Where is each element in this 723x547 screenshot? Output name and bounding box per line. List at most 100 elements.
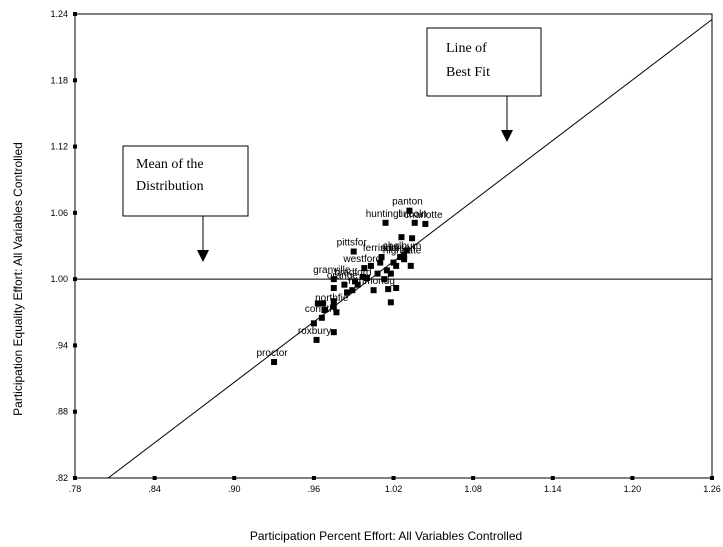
- data-point: [393, 262, 400, 269]
- x-tick-label: 1.08: [464, 484, 482, 494]
- y-tick-label: .88: [55, 407, 68, 417]
- callout-mean-box: [122, 145, 249, 217]
- point-label: shelburn: [383, 241, 421, 252]
- data-point: [313, 336, 320, 343]
- data-point: [330, 329, 337, 336]
- x-tick-mark: [550, 476, 555, 480]
- x-tick-mark: [630, 476, 635, 480]
- x-tick-label: 1.02: [385, 484, 403, 494]
- data-point: [341, 281, 348, 288]
- y-axis-ticks: 1.24 1.18 1.12 1.06 1.00 .94 .88 .82: [50, 9, 77, 483]
- callout-mean-arrowhead: [197, 250, 209, 262]
- x-tick-mark: [232, 476, 237, 480]
- point-label: highgate: [383, 245, 422, 256]
- callout-fit: Line of Best Fit: [426, 27, 542, 142]
- data-point: [271, 359, 278, 365]
- point-label: pittsfor: [337, 238, 368, 249]
- point-label: proctor: [257, 348, 289, 359]
- data-point: [354, 281, 361, 288]
- callout-fit-line2: Best Fit: [446, 65, 490, 80]
- data-point: [393, 284, 400, 291]
- data-point: [330, 303, 337, 310]
- y-tick-label: 1.06: [50, 208, 68, 218]
- x-tick-mark: [152, 476, 157, 480]
- x-tick-mark: [471, 476, 476, 480]
- data-point: [350, 248, 357, 255]
- data-point: [361, 265, 368, 272]
- callout-fit-box: [426, 27, 542, 97]
- data-point: [344, 289, 351, 296]
- data-point: [403, 247, 410, 254]
- data-point: [330, 276, 337, 283]
- y-tick-mark: [73, 78, 77, 83]
- data-point: [401, 256, 408, 263]
- x-axis-title: Participation Percent Effort: All Variab…: [250, 529, 522, 543]
- data-point: [385, 286, 392, 293]
- data-point: [409, 235, 416, 242]
- callout-fit-line1: Line of: [446, 41, 487, 56]
- data-point: [378, 254, 385, 261]
- data-point: [381, 276, 388, 283]
- best-fit-line: [107, 19, 713, 479]
- data-point: [321, 307, 328, 314]
- y-tick-label: 1.00: [50, 274, 68, 284]
- data-point: [318, 314, 325, 321]
- data-point: [406, 207, 413, 214]
- y-tick-mark: [73, 210, 77, 215]
- data-point: [352, 278, 359, 285]
- data-point: [367, 262, 374, 269]
- point-label: bradford: [334, 267, 371, 278]
- callout-fit-arrowhead: [501, 130, 513, 142]
- point-label: orange: [327, 271, 359, 282]
- data-point: [330, 298, 337, 305]
- point-label: corinth: [305, 304, 335, 315]
- point-label: ferrisbu: [363, 243, 396, 254]
- data-point: [401, 251, 408, 258]
- data-point: [382, 219, 389, 226]
- y-axis-title: Participation Equality Effort: All Varia…: [11, 142, 25, 416]
- data-point: [349, 287, 356, 294]
- data-points: proctorroxburycorinthnorthfiegranvilleor…: [257, 197, 443, 365]
- x-tick-label: 1.20: [624, 484, 642, 494]
- x-tick-label: .90: [228, 484, 241, 494]
- point-label: addison: [381, 243, 416, 254]
- point-label: granville: [313, 265, 351, 276]
- data-point: [370, 287, 377, 294]
- x-tick-mark: [73, 476, 77, 480]
- y-tick-label: .94: [55, 340, 68, 350]
- y-tick-mark: [73, 144, 77, 149]
- x-tick-mark: [391, 476, 396, 480]
- data-point: [390, 259, 397, 266]
- point-label: richmondg: [348, 276, 395, 287]
- y-tick-label: 1.24: [50, 9, 68, 19]
- data-point: [363, 275, 370, 282]
- data-point: [397, 254, 404, 261]
- data-point: [398, 234, 405, 241]
- callout-mean-line2: Distribution: [136, 179, 204, 194]
- x-tick-mark: [311, 476, 316, 480]
- x-tick-label: .84: [148, 484, 161, 494]
- y-tick-label: 1.12: [50, 142, 68, 152]
- data-point: [387, 270, 394, 277]
- data-point: [310, 320, 317, 327]
- x-tick-label: .78: [69, 484, 82, 494]
- data-point: [359, 273, 366, 280]
- data-point: [374, 270, 381, 277]
- x-tick-label: 1.14: [544, 484, 562, 494]
- point-label: charlotte: [404, 210, 443, 221]
- y-tick-mark: [73, 343, 77, 348]
- y-tick-label: .82: [55, 473, 68, 483]
- data-point: [411, 219, 418, 226]
- x-tick-label: .96: [308, 484, 321, 494]
- y-tick-mark: [73, 12, 77, 16]
- data-point: [377, 259, 384, 266]
- data-point: [422, 220, 429, 227]
- point-label: roxbury: [298, 326, 331, 337]
- callout-mean: Mean of the Distribution: [122, 145, 249, 262]
- point-label: westford: [342, 254, 381, 265]
- x-axis-ticks: .78 .84 .90 .96 1.02 1.08 1.14 1.20 1.26: [69, 476, 721, 494]
- data-point: [387, 299, 394, 306]
- data-point: [383, 267, 390, 274]
- y-tick-mark: [73, 409, 77, 414]
